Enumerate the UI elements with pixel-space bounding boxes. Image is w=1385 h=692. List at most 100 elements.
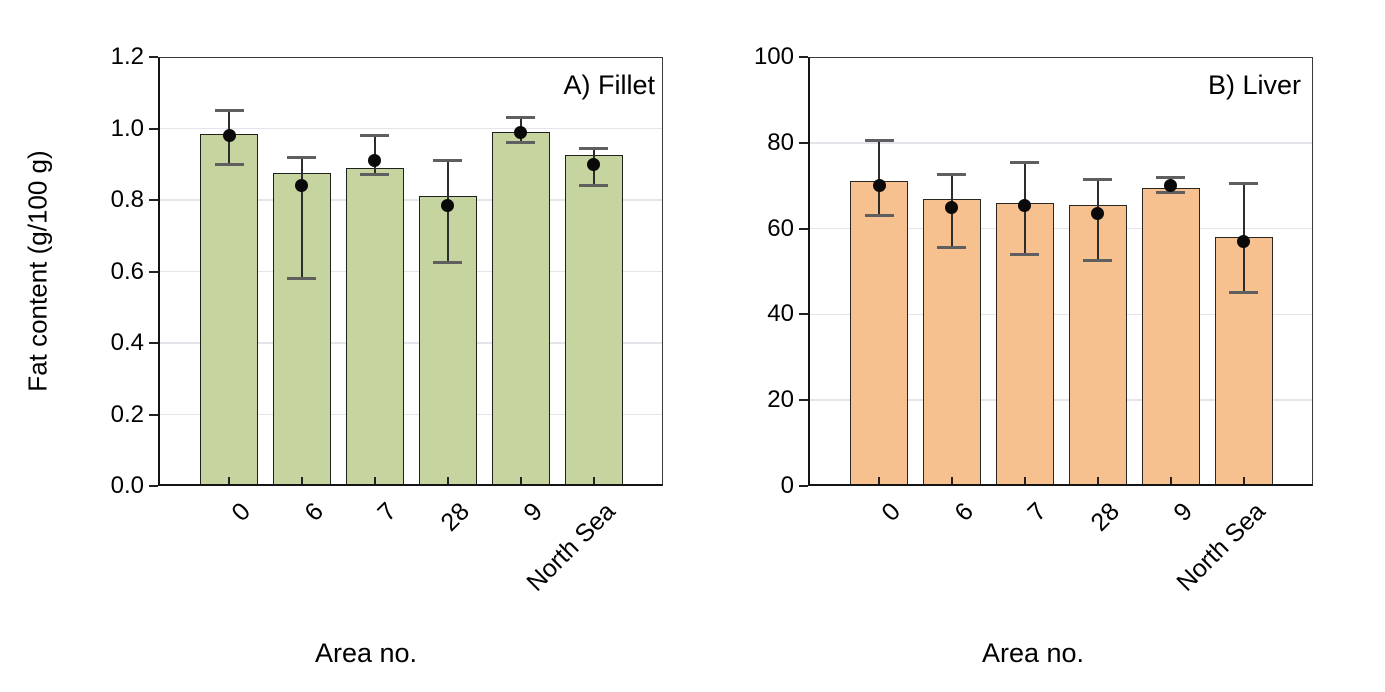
- bar-0: [850, 181, 908, 486]
- x-axis-tick: [950, 477, 953, 484]
- x-tick-label: 28: [1085, 497, 1125, 537]
- y-axis-tick: [149, 199, 158, 201]
- x-axis-title-liver: Area no.: [981, 638, 1085, 668]
- error-bar-cap-bottom: [433, 261, 463, 265]
- grid-line: [160, 199, 662, 201]
- y-tick-label: 60: [767, 214, 794, 242]
- grid-line: [810, 399, 1312, 401]
- error-bar-cap-bottom: [287, 277, 317, 281]
- x-axis-tick: [878, 477, 880, 484]
- y-tick-label: 80: [767, 128, 794, 156]
- error-bar-cap-top: [1010, 160, 1040, 164]
- y-tick-label: 0.2: [110, 400, 144, 428]
- y-tick-label: 0.4: [110, 329, 144, 356]
- y-axis-tick: [799, 56, 808, 58]
- bar-7: [345, 167, 404, 486]
- x-axis-title-fillet: Area no.: [314, 638, 418, 668]
- y-tick-label: 1.2: [110, 43, 144, 70]
- y-tick-label: 0.8: [110, 186, 144, 213]
- error-bar-cap-top: [287, 155, 317, 159]
- x-tick-label: 0: [876, 497, 907, 527]
- bar-9: [491, 132, 550, 486]
- grid-line: [810, 227, 1312, 230]
- x-axis-tick: [1096, 477, 1099, 484]
- mean-dot: [1018, 198, 1032, 212]
- y-tick-label: 20: [767, 386, 794, 414]
- y-axis-tick: [149, 413, 158, 416]
- grid-line: [160, 413, 662, 416]
- x-tick-label: 7: [1022, 497, 1052, 527]
- error-bar-line: [300, 157, 303, 279]
- x-axis-tick: [1169, 477, 1172, 484]
- mean-dot: [295, 179, 309, 193]
- x-tick-label: 6: [299, 497, 329, 527]
- y-tick-label: 100: [753, 43, 794, 70]
- y-axis-tick: [149, 56, 158, 58]
- mean-dot: [222, 129, 236, 143]
- error-bar-cap-bottom: [506, 141, 536, 145]
- error-bar-cap-bottom: [864, 214, 894, 218]
- x-axis-tick: [228, 477, 230, 484]
- error-bar-cap-bottom: [214, 162, 244, 166]
- y-axis-tick: [799, 399, 808, 402]
- error-bar-cap-bottom: [1156, 190, 1186, 194]
- y-axis-title-fillet: Fat content (g/100 g): [22, 150, 53, 392]
- y-tick-label: 0: [780, 472, 794, 499]
- error-bar-cap-top: [1156, 175, 1186, 179]
- mean-dot: [1237, 234, 1250, 248]
- y-axis-tick: [799, 485, 808, 487]
- y-axis-tick: [799, 141, 808, 144]
- error-bar-cap-top: [1083, 177, 1113, 181]
- mean-dot: [945, 200, 959, 214]
- error-bar-cap-bottom: [1229, 291, 1258, 295]
- x-tick-label: 9: [1168, 497, 1198, 527]
- error-bar-cap-top: [506, 116, 536, 120]
- error-bar-line: [1096, 179, 1099, 261]
- y-tick-label: 0.0: [110, 472, 144, 499]
- y-axis-tick: [149, 127, 158, 130]
- x-axis-tick: [373, 477, 376, 484]
- error-bar-cap-top: [433, 159, 463, 163]
- y-axis-tick: [149, 342, 158, 344]
- error-bar-line: [878, 140, 880, 216]
- y-axis-tick: [149, 485, 158, 487]
- mean-dot: [368, 154, 382, 168]
- error-bar-cap-top: [864, 139, 894, 143]
- mean-dot: [1164, 179, 1178, 193]
- bar-9: [1141, 187, 1200, 486]
- y-axis-tick: [149, 270, 158, 273]
- error-bar-cap-bottom: [1083, 259, 1113, 263]
- bar-north-sea: [564, 155, 623, 486]
- mean-dot: [872, 179, 886, 193]
- x-tick-label: 7: [372, 497, 402, 527]
- y-tick-label: 1.0: [110, 114, 144, 142]
- error-bar-cap-top: [579, 146, 608, 150]
- grid-line: [160, 127, 662, 130]
- error-bar-cap-bottom: [937, 246, 967, 250]
- mean-dot: [441, 198, 455, 212]
- error-bar-cap-bottom: [1010, 252, 1040, 256]
- x-tick-label: 28: [435, 497, 475, 537]
- y-tick-label: 0.6: [110, 257, 144, 285]
- error-bar-cap-bottom: [360, 173, 390, 177]
- panel-title-liver: B) Liver: [1207, 70, 1301, 100]
- mean-dot: [1091, 207, 1105, 221]
- x-axis-tick: [446, 477, 449, 484]
- x-axis-tick: [300, 477, 303, 484]
- x-axis-tick: [1023, 477, 1026, 484]
- x-tick-label: 9: [518, 497, 548, 527]
- x-axis-tick: [1242, 477, 1245, 484]
- x-axis-tick: [519, 477, 522, 484]
- x-axis-tick: [592, 477, 595, 484]
- error-bar-cap-top: [937, 173, 967, 177]
- error-bar-cap-top: [1229, 182, 1258, 186]
- y-axis-tick: [799, 227, 808, 230]
- grid-line: [160, 270, 662, 273]
- bar-0: [200, 133, 258, 486]
- grid-line: [810, 313, 1312, 316]
- panel-title-fillet: A) Fillet: [563, 70, 655, 100]
- y-tick-label: 40: [767, 300, 794, 328]
- mean-dot: [514, 125, 528, 139]
- grid-line: [160, 342, 662, 344]
